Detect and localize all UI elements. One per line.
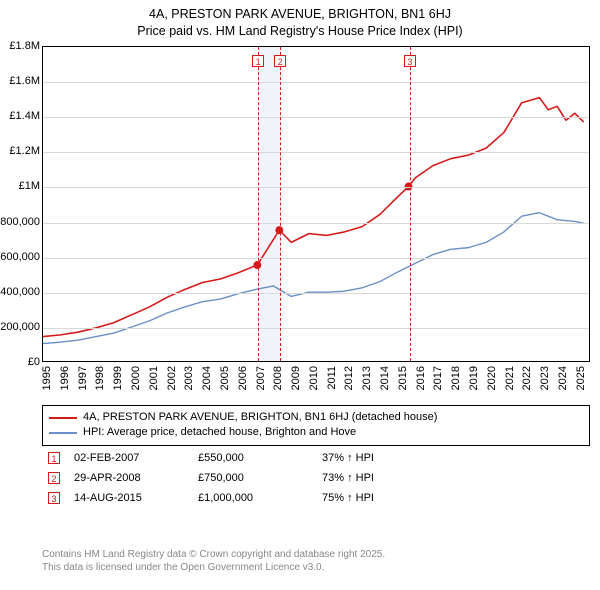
x-tick-label: 2024: [557, 366, 569, 390]
gridline-h: [43, 187, 589, 188]
legend-box: 4A, PRESTON PARK AVENUE, BRIGHTON, BN1 6…: [42, 405, 590, 446]
event-date-3: 14-AUG-2015: [74, 492, 184, 504]
event-row-2: 2 29-APR-2008 £750,000 73% ↑ HPI: [42, 468, 590, 488]
x-tick-label: 2020: [486, 366, 498, 390]
event-marker-3: 3: [48, 492, 60, 504]
y-tick-label: £1.4M: [9, 110, 40, 122]
x-tick-label: 2000: [130, 366, 142, 390]
footer-attribution: Contains HM Land Registry data © Crown c…: [42, 548, 590, 574]
y-tick-label: £1.8M: [9, 40, 40, 52]
x-tick-label: 1997: [77, 366, 89, 390]
event-marker-1: 1: [252, 55, 264, 67]
x-tick-label: 2017: [432, 366, 444, 390]
y-tick-label: £400,000: [0, 286, 40, 298]
x-tick-label: 2005: [219, 366, 231, 390]
x-tick-label: 2008: [272, 366, 284, 390]
x-tick-label: 2009: [290, 366, 302, 390]
x-tick-label: 2015: [397, 366, 409, 390]
x-tick-label: 1999: [112, 366, 124, 390]
x-tick-label: 2004: [201, 366, 213, 390]
y-tick-label: £1.6M: [9, 75, 40, 87]
y-tick-label: £600,000: [0, 251, 40, 263]
y-tick-label: £1.2M: [9, 145, 40, 157]
series-property: [43, 98, 584, 337]
x-tick-label: 2023: [539, 366, 551, 390]
legend-swatch-property: [49, 417, 77, 419]
title-line-2: Price paid vs. HM Land Registry's House …: [8, 23, 592, 40]
y-tick-label: £800,000: [0, 216, 40, 228]
title-block: 4A, PRESTON PARK AVENUE, BRIGHTON, BN1 6…: [0, 0, 600, 42]
x-tick-label: 2013: [361, 366, 373, 390]
gridline-h: [43, 82, 589, 83]
x-tick-label: 2002: [166, 366, 178, 390]
y-tick-label: £200,000: [0, 321, 40, 333]
y-tick-label: £1M: [19, 180, 40, 192]
legend-item-property: 4A, PRESTON PARK AVENUE, BRIGHTON, BN1 6…: [49, 410, 583, 425]
event-price-2: £750,000: [198, 472, 308, 484]
event-delta-3: 75% ↑ HPI: [322, 492, 432, 504]
x-tick-label: 2010: [308, 366, 320, 390]
x-tick-label: 2006: [237, 366, 249, 390]
gridline-h: [43, 223, 589, 224]
footer-line-1: Contains HM Land Registry data © Crown c…: [42, 548, 590, 561]
event-marker-1: 1: [48, 452, 60, 464]
event-row-1: 1 02-FEB-2007 £550,000 37% ↑ HPI: [42, 448, 590, 468]
event-line: [410, 47, 411, 361]
gridline-h: [43, 328, 589, 329]
event-line: [258, 47, 259, 361]
gridline-h: [43, 152, 589, 153]
event-date-2: 29-APR-2008: [74, 472, 184, 484]
x-tick-label: 2021: [504, 366, 516, 390]
x-tick-label: 2019: [468, 366, 480, 390]
event-marker-2: 2: [274, 55, 286, 67]
event-row-3: 3 14-AUG-2015 £1,000,000 75% ↑ HPI: [42, 488, 590, 508]
events-table: 1 02-FEB-2007 £550,000 37% ↑ HPI 2 29-AP…: [42, 448, 590, 508]
event-marker-2: 2: [48, 472, 60, 484]
series-hpi: [43, 213, 584, 344]
x-tick-label: 1996: [59, 366, 71, 390]
event-delta-1: 37% ↑ HPI: [322, 452, 432, 464]
gridline-h: [43, 293, 589, 294]
legend-swatch-hpi: [49, 432, 77, 434]
event-delta-2: 73% ↑ HPI: [322, 472, 432, 484]
x-tick-label: 2011: [326, 366, 338, 390]
legend-item-hpi: HPI: Average price, detached house, Brig…: [49, 425, 583, 440]
title-line-1: 4A, PRESTON PARK AVENUE, BRIGHTON, BN1 6…: [8, 6, 592, 23]
event-date-1: 02-FEB-2007: [74, 452, 184, 464]
x-tick-label: 2014: [379, 366, 391, 390]
plot-svg: [43, 47, 589, 361]
chart-plot-area: 12 3: [42, 46, 590, 362]
x-tick-label: 2007: [255, 366, 267, 390]
x-tick-label: 2012: [343, 366, 355, 390]
x-tick-label: 2018: [450, 366, 462, 390]
legend-label-hpi: HPI: Average price, detached house, Brig…: [83, 425, 356, 440]
x-tick-label: 2025: [575, 366, 587, 390]
footer-line-2: This data is licensed under the Open Gov…: [42, 561, 590, 574]
legend-label-property: 4A, PRESTON PARK AVENUE, BRIGHTON, BN1 6…: [83, 410, 437, 425]
event-price-3: £1,000,000: [198, 492, 308, 504]
x-tick-label: 2016: [415, 366, 427, 390]
event-line: [280, 47, 281, 361]
event-marker-3: 3: [404, 55, 416, 67]
gridline-h: [43, 258, 589, 259]
x-tick-label: 1995: [41, 366, 53, 390]
event-price-1: £550,000: [198, 452, 308, 464]
chart-container: 4A, PRESTON PARK AVENUE, BRIGHTON, BN1 6…: [0, 0, 600, 590]
x-tick-label: 2022: [521, 366, 533, 390]
x-tick-label: 2003: [183, 366, 195, 390]
gridline-h: [43, 117, 589, 118]
x-tick-label: 1998: [94, 366, 106, 390]
y-tick-label: £0: [28, 356, 40, 368]
x-tick-label: 2001: [148, 366, 160, 390]
